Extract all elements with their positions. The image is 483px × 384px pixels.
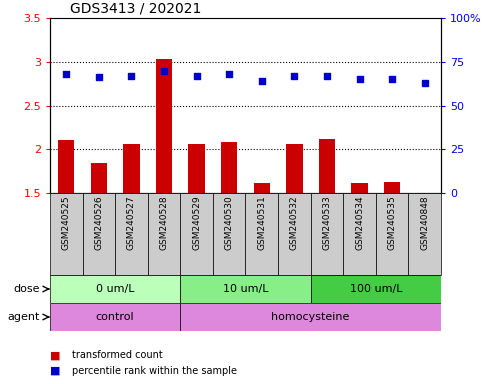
Text: GSM240535: GSM240535 bbox=[388, 195, 397, 250]
Text: GSM240532: GSM240532 bbox=[290, 195, 299, 250]
Text: ■: ■ bbox=[50, 350, 60, 360]
Bar bbox=[311, 193, 343, 275]
Bar bbox=[156, 59, 172, 193]
Text: transformed count: transformed count bbox=[72, 350, 162, 360]
Text: GSM240534: GSM240534 bbox=[355, 195, 364, 250]
Bar bbox=[384, 182, 400, 193]
Bar bbox=[180, 193, 213, 275]
Text: GSM240533: GSM240533 bbox=[323, 195, 331, 250]
Bar bbox=[148, 193, 180, 275]
Point bbox=[160, 68, 168, 74]
Bar bbox=[188, 144, 205, 193]
Bar bbox=[91, 163, 107, 193]
Text: control: control bbox=[96, 312, 134, 322]
Text: homocysteine: homocysteine bbox=[271, 312, 350, 322]
Bar bbox=[180, 303, 441, 331]
Text: agent: agent bbox=[8, 312, 40, 322]
Point bbox=[95, 74, 103, 81]
Text: GSM240526: GSM240526 bbox=[94, 195, 103, 250]
Text: 10 um/L: 10 um/L bbox=[223, 284, 268, 294]
Point bbox=[226, 71, 233, 77]
Bar bbox=[83, 193, 115, 275]
Bar bbox=[50, 303, 180, 331]
Point bbox=[388, 76, 396, 82]
Bar bbox=[50, 193, 83, 275]
Text: GSM240848: GSM240848 bbox=[420, 195, 429, 250]
Text: 100 um/L: 100 um/L bbox=[350, 284, 402, 294]
Text: ■: ■ bbox=[50, 366, 60, 376]
Point bbox=[193, 73, 200, 79]
Point bbox=[355, 76, 363, 82]
Text: GSM240531: GSM240531 bbox=[257, 195, 266, 250]
Bar bbox=[278, 193, 311, 275]
Bar bbox=[376, 193, 409, 275]
Bar bbox=[254, 184, 270, 193]
Bar bbox=[221, 142, 237, 193]
Bar bbox=[213, 193, 245, 275]
Point bbox=[421, 79, 428, 86]
Bar bbox=[352, 182, 368, 193]
Bar bbox=[409, 193, 441, 275]
Point bbox=[323, 73, 331, 79]
Bar bbox=[115, 193, 148, 275]
Bar bbox=[123, 144, 140, 193]
Text: GSM240527: GSM240527 bbox=[127, 195, 136, 250]
Text: 0 um/L: 0 um/L bbox=[96, 284, 134, 294]
Text: dose: dose bbox=[14, 284, 40, 294]
Point bbox=[128, 73, 135, 79]
Text: percentile rank within the sample: percentile rank within the sample bbox=[72, 366, 237, 376]
Bar bbox=[50, 275, 180, 303]
Bar bbox=[311, 275, 441, 303]
Text: GSM240528: GSM240528 bbox=[159, 195, 169, 250]
Bar bbox=[58, 140, 74, 193]
Bar bbox=[180, 275, 311, 303]
Text: GDS3413 / 202021: GDS3413 / 202021 bbox=[70, 2, 201, 15]
Bar bbox=[319, 139, 335, 193]
Text: GSM240525: GSM240525 bbox=[62, 195, 71, 250]
Point bbox=[290, 73, 298, 79]
Bar bbox=[343, 193, 376, 275]
Text: GSM240530: GSM240530 bbox=[225, 195, 234, 250]
Text: GSM240529: GSM240529 bbox=[192, 195, 201, 250]
Bar bbox=[286, 144, 302, 193]
Bar bbox=[245, 193, 278, 275]
Point bbox=[258, 78, 266, 84]
Point bbox=[62, 71, 70, 77]
